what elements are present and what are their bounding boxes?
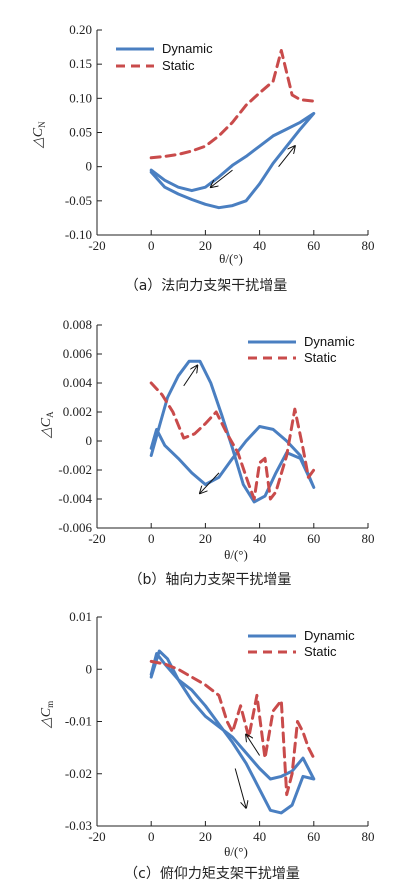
chart-a-series-dynamic xyxy=(149,111,316,210)
chart-c-xtick-label: 20 xyxy=(199,829,212,844)
chart-a-xtick-label: 40 xyxy=(253,238,266,253)
chart-c-ytick-label: -0.02 xyxy=(65,766,92,781)
chart-c-xtick-label: 40 xyxy=(253,829,266,844)
chart-c-ytick-label: 0.01 xyxy=(69,609,92,624)
chart-b-xtick-label: 40 xyxy=(253,531,266,546)
chart-a-ylabel: △CN xyxy=(31,121,47,149)
chart-a-xlabel: θ/(°) xyxy=(219,251,243,266)
chart-b-ytick-label: 0 xyxy=(86,433,93,448)
chart-c-direction-arrow xyxy=(234,768,246,808)
chart-a-ytick-label: 0.15 xyxy=(69,56,92,71)
chart-c-axes: -0.03 -0.02 -0.01 0 0.01 -20 0 20 40 60 80 xyxy=(65,609,375,844)
legend-dynamic-label: Dynamic xyxy=(304,334,355,349)
chart-a-ytick-label: -0.05 xyxy=(65,193,92,208)
chart-a-axes: -0.10 -0.05 0 0.05 0.10 0.15 0.20 -20 0 20 40 60 80 xyxy=(65,22,375,253)
chart-a-xtick-label: 80 xyxy=(362,238,375,253)
chart-a-ytick-label: -0.10 xyxy=(65,227,92,242)
chart-a-direction-arrow xyxy=(278,146,295,167)
chart-b-caption: （b）轴向力支架干扰增量 xyxy=(129,572,292,588)
chart-c-xtick-label: 80 xyxy=(362,829,375,844)
chart-b-ytick-label: -0.004 xyxy=(58,491,92,506)
legend-dynamic-label: Dynamic xyxy=(162,41,213,56)
chart-a-ytick-label: 0.10 xyxy=(69,90,92,105)
chart-a-ytick-label: 0 xyxy=(86,159,93,174)
chart-b-direction-arrow xyxy=(200,472,220,493)
chart-c-ylabel: △Cm xyxy=(39,701,55,729)
chart-c-ytick-label: 0 xyxy=(86,661,93,676)
chart-c-series-static xyxy=(149,659,316,797)
chart-a-caption: （a）法向力支架干扰增量 xyxy=(125,278,288,294)
chart-a-legend: Dynamic Static xyxy=(116,41,213,73)
chart-b-ytick-label: -0.006 xyxy=(58,520,92,535)
chart-a-xtick-label: -20 xyxy=(88,238,105,253)
chart-b-xtick-label: 60 xyxy=(307,531,320,546)
legend-static-label: Static xyxy=(162,58,195,73)
chart-b-direction-arrow xyxy=(183,366,198,387)
chart-a-ytick-label: 0.05 xyxy=(69,125,92,140)
chart-a-direction-arrow xyxy=(211,169,233,187)
chart-a-ytick-label: 0.20 xyxy=(69,22,92,37)
chart-b-ytick-label: -0.002 xyxy=(58,462,92,477)
chart-b-axes: -0.006 -0.004 -0.002 0 0.002 0.004 0.006 0.008 -… xyxy=(58,317,374,546)
chart-a-xtick-label: 20 xyxy=(199,238,212,253)
chart-a-series-static xyxy=(149,49,316,160)
chart-a-xtick-label: 60 xyxy=(307,238,320,253)
chart-c-direction-arrow xyxy=(246,735,261,756)
chart-b-ytick-label: 0.006 xyxy=(63,346,93,361)
chart-b-xtick-label: 80 xyxy=(362,531,375,546)
chart-c-series-dynamic xyxy=(149,649,316,815)
chart-b-ytick-label: 0.008 xyxy=(63,317,92,332)
chart-b-xlabel: θ/(°) xyxy=(224,547,248,562)
legend-dynamic-label: Dynamic xyxy=(304,628,355,643)
legend-static-label: Static xyxy=(304,644,337,659)
chart-c-caption: （c）俯仰力矩支架干扰增量 xyxy=(124,866,300,882)
chart-c-xtick-label: 60 xyxy=(307,829,320,844)
chart-b-legend: Dynamic Static xyxy=(248,334,355,365)
chart-c-xtick-label: -20 xyxy=(88,829,105,844)
chart-b-ylabel: △CA xyxy=(39,411,55,439)
chart-c-ytick-label: -0.01 xyxy=(65,714,92,729)
chart-a-xtick-label: 0 xyxy=(148,238,155,253)
chart-b-xtick-label: 20 xyxy=(199,531,212,546)
chart-c-xtick-label: 0 xyxy=(148,829,155,844)
chart-b-series-static xyxy=(149,381,316,501)
chart-pitch-moment: -0.03 -0.02 -0.01 0 0.01 -20 0 20 40 60 80 △Cm θ/(… xyxy=(39,609,375,882)
chart-b-xtick-label: 0 xyxy=(148,531,155,546)
legend-static-label: Static xyxy=(304,350,337,365)
chart-b-ytick-label: 0.004 xyxy=(63,375,93,390)
chart-axial-force: -0.006 -0.004 -0.002 0 0.002 0.004 0.006 0.008 -… xyxy=(39,317,375,588)
chart-b-xtick-label: -20 xyxy=(88,531,105,546)
chart-b-series-dynamic xyxy=(149,359,316,504)
chart-c-legend: Dynamic Static xyxy=(248,628,355,659)
chart-c-ytick-label: -0.03 xyxy=(65,818,92,833)
chart-b-ytick-label: 0.002 xyxy=(63,404,92,419)
chart-c-xlabel: θ/(°) xyxy=(224,844,248,859)
